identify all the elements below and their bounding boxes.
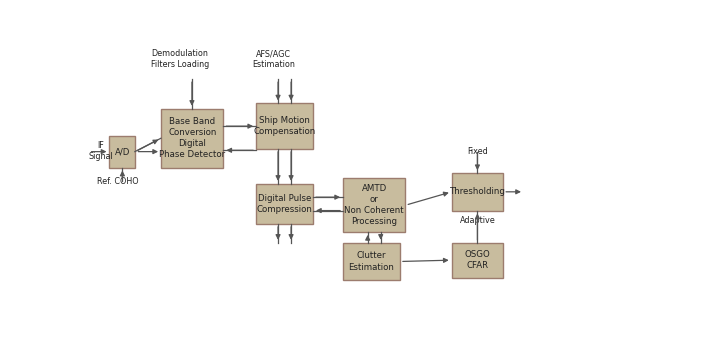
Text: Base Band
Conversion
Digital
Phase Detector: Base Band Conversion Digital Phase Detec… — [159, 117, 225, 159]
Text: Digital Pulse
Compression: Digital Pulse Compression — [257, 194, 313, 214]
FancyBboxPatch shape — [451, 243, 503, 278]
Text: Adaptive: Adaptive — [460, 216, 496, 225]
Text: Ship Motion
Compensation: Ship Motion Compensation — [254, 116, 315, 136]
Text: Ref. COHO: Ref. COHO — [97, 176, 139, 185]
Text: Thresholding: Thresholding — [449, 187, 505, 196]
Text: Fixed: Fixed — [468, 147, 488, 156]
Text: Clutter
Estimation: Clutter Estimation — [348, 252, 395, 271]
Text: A/D: A/D — [115, 147, 130, 156]
FancyBboxPatch shape — [161, 109, 224, 168]
FancyBboxPatch shape — [109, 135, 135, 168]
FancyBboxPatch shape — [343, 243, 400, 280]
FancyBboxPatch shape — [256, 103, 313, 149]
Text: AFS/AGC
Estimation: AFS/AGC Estimation — [252, 49, 295, 69]
FancyBboxPatch shape — [343, 179, 405, 232]
Text: OSGO
CFAR: OSGO CFAR — [465, 250, 490, 270]
FancyBboxPatch shape — [256, 184, 313, 224]
Text: Demodulation
Filters Loading: Demodulation Filters Loading — [151, 49, 209, 69]
FancyBboxPatch shape — [451, 173, 503, 211]
Text: AMTD
or
Non Coherent
Processing: AMTD or Non Coherent Processing — [344, 184, 404, 226]
Text: IF
Signal: IF Signal — [89, 141, 114, 161]
